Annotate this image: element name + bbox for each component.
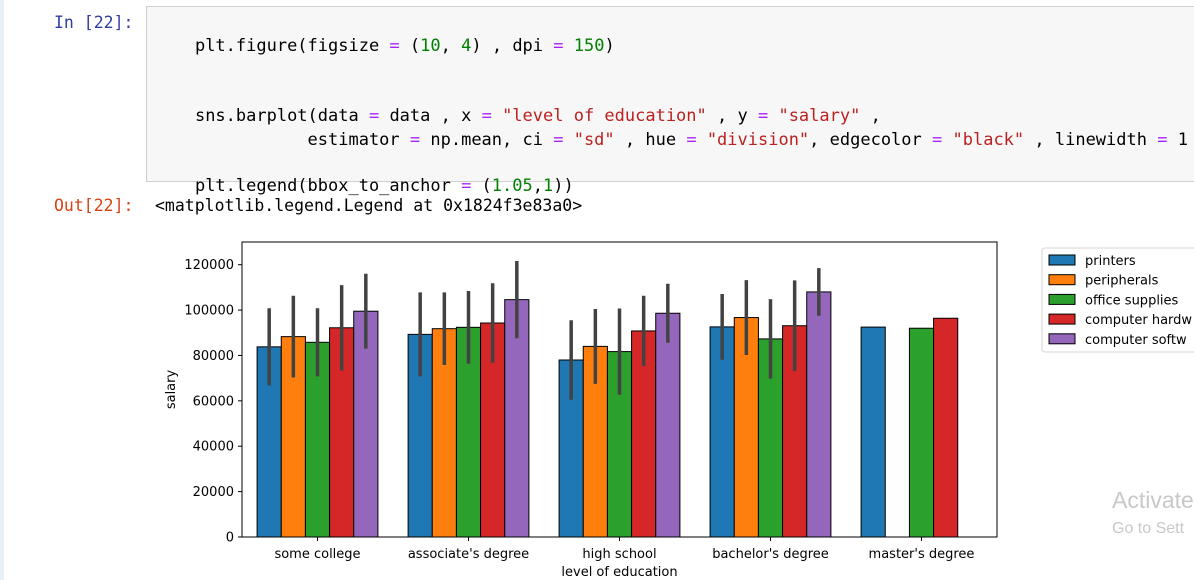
- x-tick-label-4: master's degree: [869, 547, 975, 562]
- x-tick-label-0: some college: [274, 547, 360, 562]
- y-tick-label-60000: 60000: [193, 394, 234, 409]
- bar-printers-3: [709, 326, 735, 538]
- y-tick-label-20000: 20000: [193, 485, 234, 500]
- legend-box: [1041, 247, 1194, 353]
- x-axis-label: level of education: [561, 565, 677, 580]
- legend-swatch-0: [1048, 254, 1076, 266]
- salary-bar-chart: 0 20000 40000 60000 80000 100000 120000 some co…: [164, 241, 1194, 580]
- bar-computer-softw-0: [353, 310, 379, 538]
- x-tick-label-1: associate's degree: [408, 547, 529, 562]
- y-tick-label-0: 0: [226, 531, 234, 546]
- x-tick-label-2: high school: [582, 547, 656, 562]
- output-text: <matplotlib.legend.Legend at 0x1824f3e83…: [155, 196, 583, 215]
- input-prompt: In [22]:: [54, 13, 134, 32]
- legend-label-2: office supplies: [1085, 293, 1179, 308]
- code-line-1: plt.figure(figsize = (10, 4) , dpi = 150…: [194, 36, 615, 56]
- legend-swatch-1: [1048, 274, 1076, 286]
- legend-label-1: peripherals: [1085, 274, 1159, 289]
- y-tick-label-120000: 120000: [184, 258, 234, 273]
- code-line-2: sns.barplot(data = data , x = "level of …: [194, 106, 881, 126]
- bar-computer-softw-3: [806, 291, 832, 538]
- legend-swatch-4: [1048, 333, 1076, 345]
- code-line-4: plt.legend(bbox_to_anchor = (1.05,1)): [194, 176, 574, 196]
- legend-label-3: computer hardw: [1085, 313, 1192, 328]
- x-tick-label-3: bachelor's degree: [712, 547, 829, 562]
- bar-office-supplies-4: [908, 327, 935, 538]
- code-line-3: estimator = np.mean, ci = "sd" , hue = "…: [194, 130, 1188, 150]
- y-axis-label: salary: [164, 370, 179, 410]
- bar-computer-hardw-4: [933, 317, 959, 538]
- code-editor[interactable]: plt.figure(figsize = (10, 4) , dpi = 150…: [146, 6, 1194, 196]
- bar-computer-softw-2: [655, 312, 681, 538]
- cell-selection-edge: [0, 0, 4, 580]
- y-tick-label-100000: 100000: [184, 304, 234, 319]
- y-tick-label-80000: 80000: [193, 349, 234, 364]
- legend-label-4: computer softw: [1085, 333, 1187, 348]
- activation-watermark: Activate: [1112, 487, 1194, 513]
- activation-watermark-sub: Go to Sett: [1112, 520, 1185, 537]
- legend-swatch-3: [1048, 313, 1076, 325]
- y-tick-label-40000: 40000: [193, 440, 234, 455]
- bar-printers-4: [860, 326, 886, 538]
- legend-label-0: printers: [1085, 254, 1136, 269]
- output-prompt: Out[22]:: [54, 196, 134, 215]
- legend-swatch-2: [1048, 293, 1076, 305]
